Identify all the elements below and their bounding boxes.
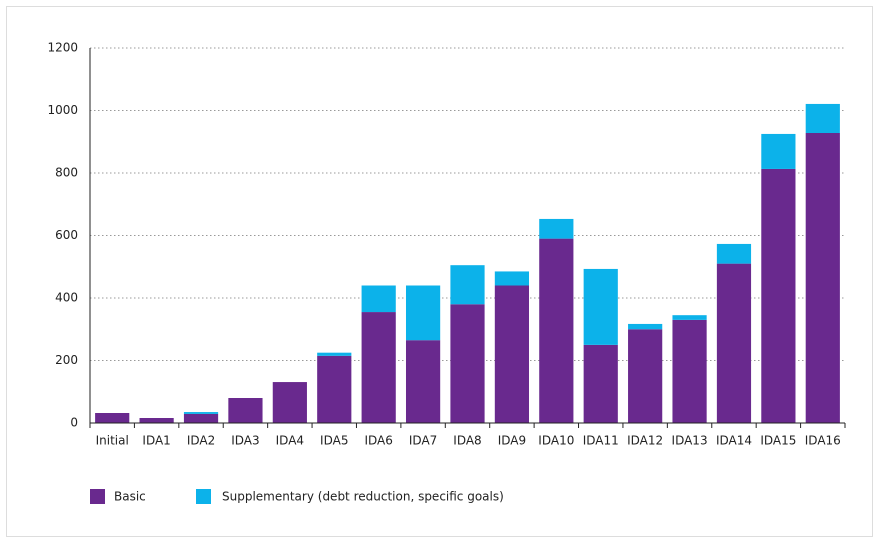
x-tick-label: IDA10 [538, 434, 574, 448]
bar-segment [95, 413, 130, 423]
x-tick-label: IDA2 [187, 434, 215, 448]
bar-segment [628, 329, 663, 423]
legend: Basic Supplementary (debt reduction, spe… [90, 489, 504, 504]
bar-segment [317, 355, 352, 423]
x-tick-label: IDA4 [276, 434, 304, 448]
bar-segment [716, 263, 752, 423]
x-tick-label: IDA15 [760, 434, 796, 448]
bar-segment [450, 304, 485, 423]
y-tick-label: 600 [55, 228, 78, 242]
bar-segment [672, 319, 707, 423]
bar-segment [583, 268, 618, 345]
y-tick-label: 0 [70, 416, 78, 430]
bar-segment [672, 315, 707, 320]
bar-segment [761, 133, 796, 169]
bar-segment [716, 243, 752, 264]
x-tick-label: IDA5 [320, 434, 348, 448]
x-tick-label: IDA13 [672, 434, 708, 448]
bar-segment [494, 285, 530, 423]
bar-segment [539, 238, 574, 423]
x-tick-label: IDA16 [805, 434, 841, 448]
bar-segment [183, 412, 219, 414]
bar-segment [494, 271, 530, 286]
bar-segment [761, 168, 796, 423]
x-tick-label: IDA9 [498, 434, 526, 448]
x-tick-label: IDA14 [716, 434, 752, 448]
x-tick-label: IDA1 [142, 434, 170, 448]
legend-label: Supplementary (debt reduction, specific … [222, 490, 504, 504]
bar-segment [139, 418, 174, 423]
bar-segment [405, 285, 441, 341]
bar-segment [317, 352, 352, 356]
y-tick-label: 800 [55, 166, 78, 180]
x-tick-label: IDA8 [453, 434, 481, 448]
bar-segment [450, 265, 485, 305]
bar-segment [805, 103, 840, 133]
bar-segment [805, 133, 840, 423]
bar-segment [361, 285, 396, 313]
x-tick-label: IDA12 [627, 434, 663, 448]
bar-segment [361, 312, 396, 423]
y-tick-label: 1200 [47, 41, 78, 55]
y-tick-label: 400 [55, 291, 78, 305]
bar-segment [183, 413, 219, 423]
bar-segment [272, 382, 307, 423]
bar-segment [539, 218, 574, 239]
bar-segment [628, 323, 663, 330]
y-tick-label: 1000 [47, 103, 78, 117]
y-tick-label: 200 [55, 353, 78, 367]
bar-segment [405, 340, 441, 423]
legend-swatch [196, 489, 211, 504]
x-tick-label: Initial [96, 434, 129, 448]
legend-label: Basic [114, 490, 146, 504]
bar-segment [228, 398, 263, 423]
x-tick-label: IDA6 [364, 434, 392, 448]
bar-segment [583, 344, 618, 423]
x-tick-label: IDA11 [583, 434, 619, 448]
x-tick-label: IDA3 [231, 434, 259, 448]
legend-swatch [90, 489, 105, 504]
x-tick-label: IDA7 [409, 434, 437, 448]
